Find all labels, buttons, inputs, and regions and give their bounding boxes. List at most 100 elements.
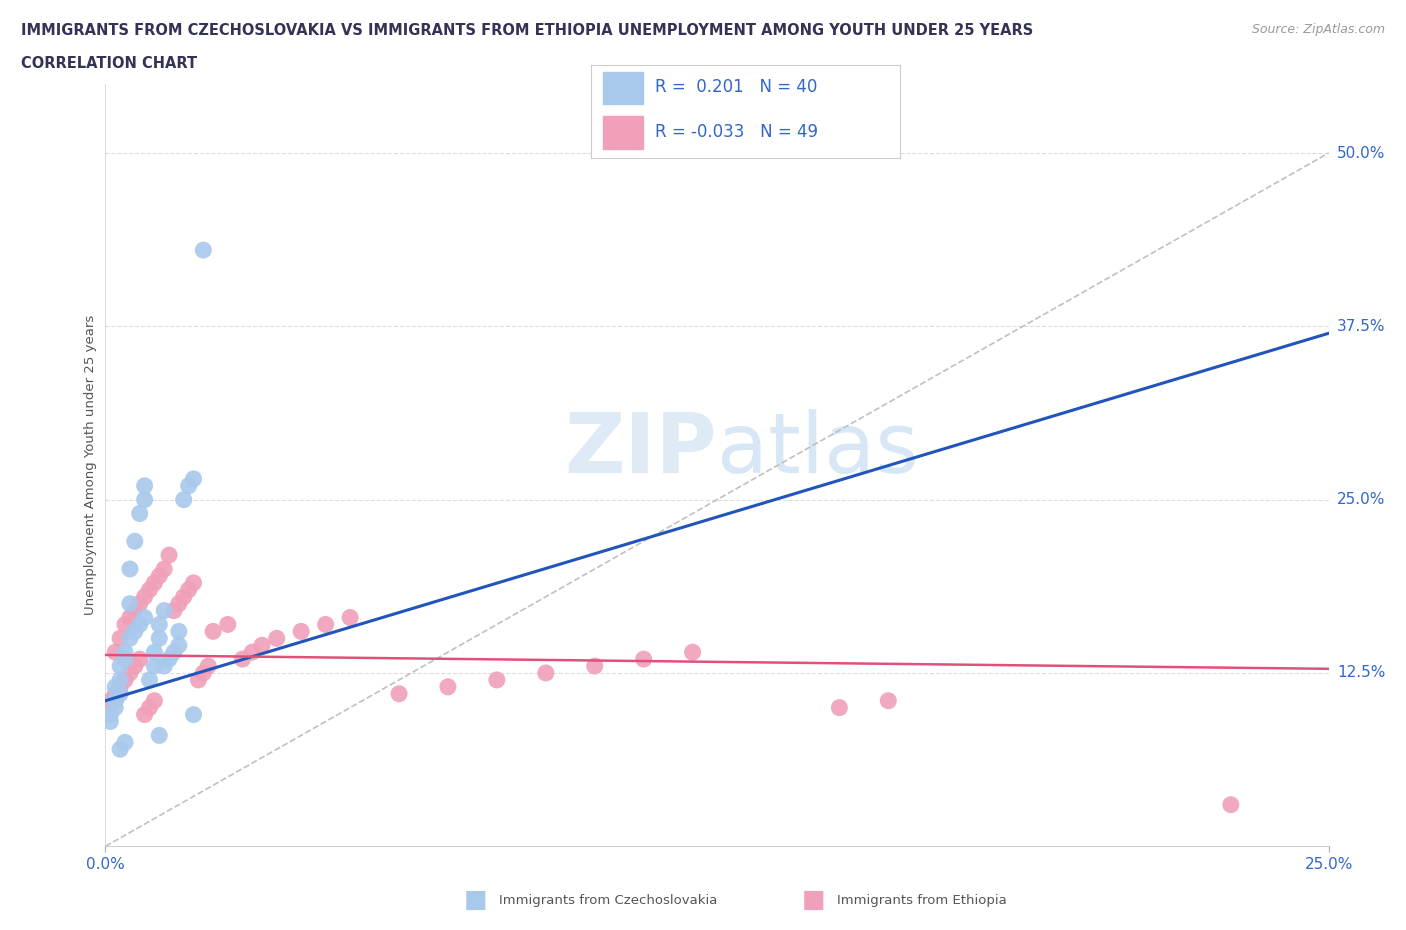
Point	[114, 644, 136, 659]
Point	[828, 700, 851, 715]
Text: R =  0.201   N = 40: R = 0.201 N = 40	[655, 78, 818, 97]
Point	[138, 700, 160, 715]
Text: 50.0%: 50.0%	[1337, 145, 1385, 161]
Point	[339, 610, 361, 625]
Point	[118, 610, 141, 625]
Point	[114, 652, 136, 667]
Point	[134, 707, 156, 722]
Text: CORRELATION CHART: CORRELATION CHART	[21, 56, 197, 71]
Point	[153, 562, 176, 577]
Point	[98, 714, 121, 729]
Point	[143, 644, 166, 659]
Point	[290, 624, 312, 639]
Bar	[603, 116, 643, 149]
Bar	[603, 72, 643, 104]
Text: Immigrants from Czechoslovakia: Immigrants from Czechoslovakia	[499, 894, 717, 907]
Point	[1219, 797, 1241, 812]
Point	[187, 672, 209, 687]
Point	[128, 652, 150, 667]
Point	[114, 672, 136, 687]
Text: atlas: atlas	[717, 409, 918, 490]
Point	[138, 672, 160, 687]
Point	[167, 638, 190, 653]
Point	[118, 562, 141, 577]
Point	[104, 693, 127, 708]
Point	[114, 617, 136, 631]
Point	[143, 658, 166, 673]
Point	[388, 686, 411, 701]
Point	[633, 652, 655, 667]
Point	[315, 617, 337, 631]
Point	[104, 680, 127, 695]
Point	[266, 631, 288, 645]
Text: 37.5%: 37.5%	[1337, 319, 1385, 334]
Text: ■: ■	[801, 888, 825, 912]
Point	[124, 534, 146, 549]
Point	[163, 644, 186, 659]
Point	[197, 658, 219, 673]
Point	[240, 644, 263, 659]
Point	[183, 576, 205, 591]
Point	[108, 680, 131, 695]
Point	[118, 596, 141, 611]
Point	[534, 666, 557, 681]
Point	[682, 644, 704, 659]
Point	[193, 666, 215, 681]
Point	[485, 672, 508, 687]
Point	[114, 735, 136, 750]
Point	[202, 624, 225, 639]
Point	[148, 728, 170, 743]
Point	[143, 576, 166, 591]
Point	[134, 590, 156, 604]
Point	[128, 617, 150, 631]
Point	[183, 472, 205, 486]
Point	[104, 644, 127, 659]
Point	[250, 638, 273, 653]
Point	[118, 631, 141, 645]
Point	[183, 707, 205, 722]
Text: Immigrants from Ethiopia: Immigrants from Ethiopia	[837, 894, 1007, 907]
Point	[124, 658, 146, 673]
Point	[163, 604, 186, 618]
Point	[173, 590, 195, 604]
Point	[128, 596, 150, 611]
Point	[124, 624, 146, 639]
Point	[148, 568, 170, 583]
Point	[177, 478, 200, 493]
Point	[437, 680, 460, 695]
Point	[134, 610, 156, 625]
Point	[108, 686, 131, 701]
Point	[143, 693, 166, 708]
Point	[98, 707, 121, 722]
Text: Source: ZipAtlas.com: Source: ZipAtlas.com	[1251, 23, 1385, 36]
Y-axis label: Unemployment Among Youth under 25 years: Unemployment Among Youth under 25 years	[84, 315, 97, 615]
Text: 25.0%: 25.0%	[1337, 492, 1385, 507]
Point	[231, 652, 253, 667]
Point	[124, 604, 146, 618]
Point	[877, 693, 900, 708]
Point	[108, 672, 131, 687]
Point	[138, 582, 160, 597]
Point	[217, 617, 239, 631]
Point	[134, 492, 156, 507]
Point	[108, 631, 131, 645]
Point	[193, 243, 215, 258]
Point	[108, 658, 131, 673]
Text: R = -0.033   N = 49: R = -0.033 N = 49	[655, 123, 818, 141]
Point	[583, 658, 606, 673]
Text: ■: ■	[464, 888, 488, 912]
Point	[167, 624, 190, 639]
Point	[104, 686, 127, 701]
Point	[104, 693, 127, 708]
Text: 12.5%: 12.5%	[1337, 666, 1385, 681]
Text: ZIP: ZIP	[565, 409, 717, 490]
Point	[98, 693, 121, 708]
Point	[157, 548, 180, 563]
Point	[148, 631, 170, 645]
Point	[173, 492, 195, 507]
Point	[148, 617, 170, 631]
Point	[167, 596, 190, 611]
Point	[128, 506, 150, 521]
Point	[104, 700, 127, 715]
Point	[177, 582, 200, 597]
